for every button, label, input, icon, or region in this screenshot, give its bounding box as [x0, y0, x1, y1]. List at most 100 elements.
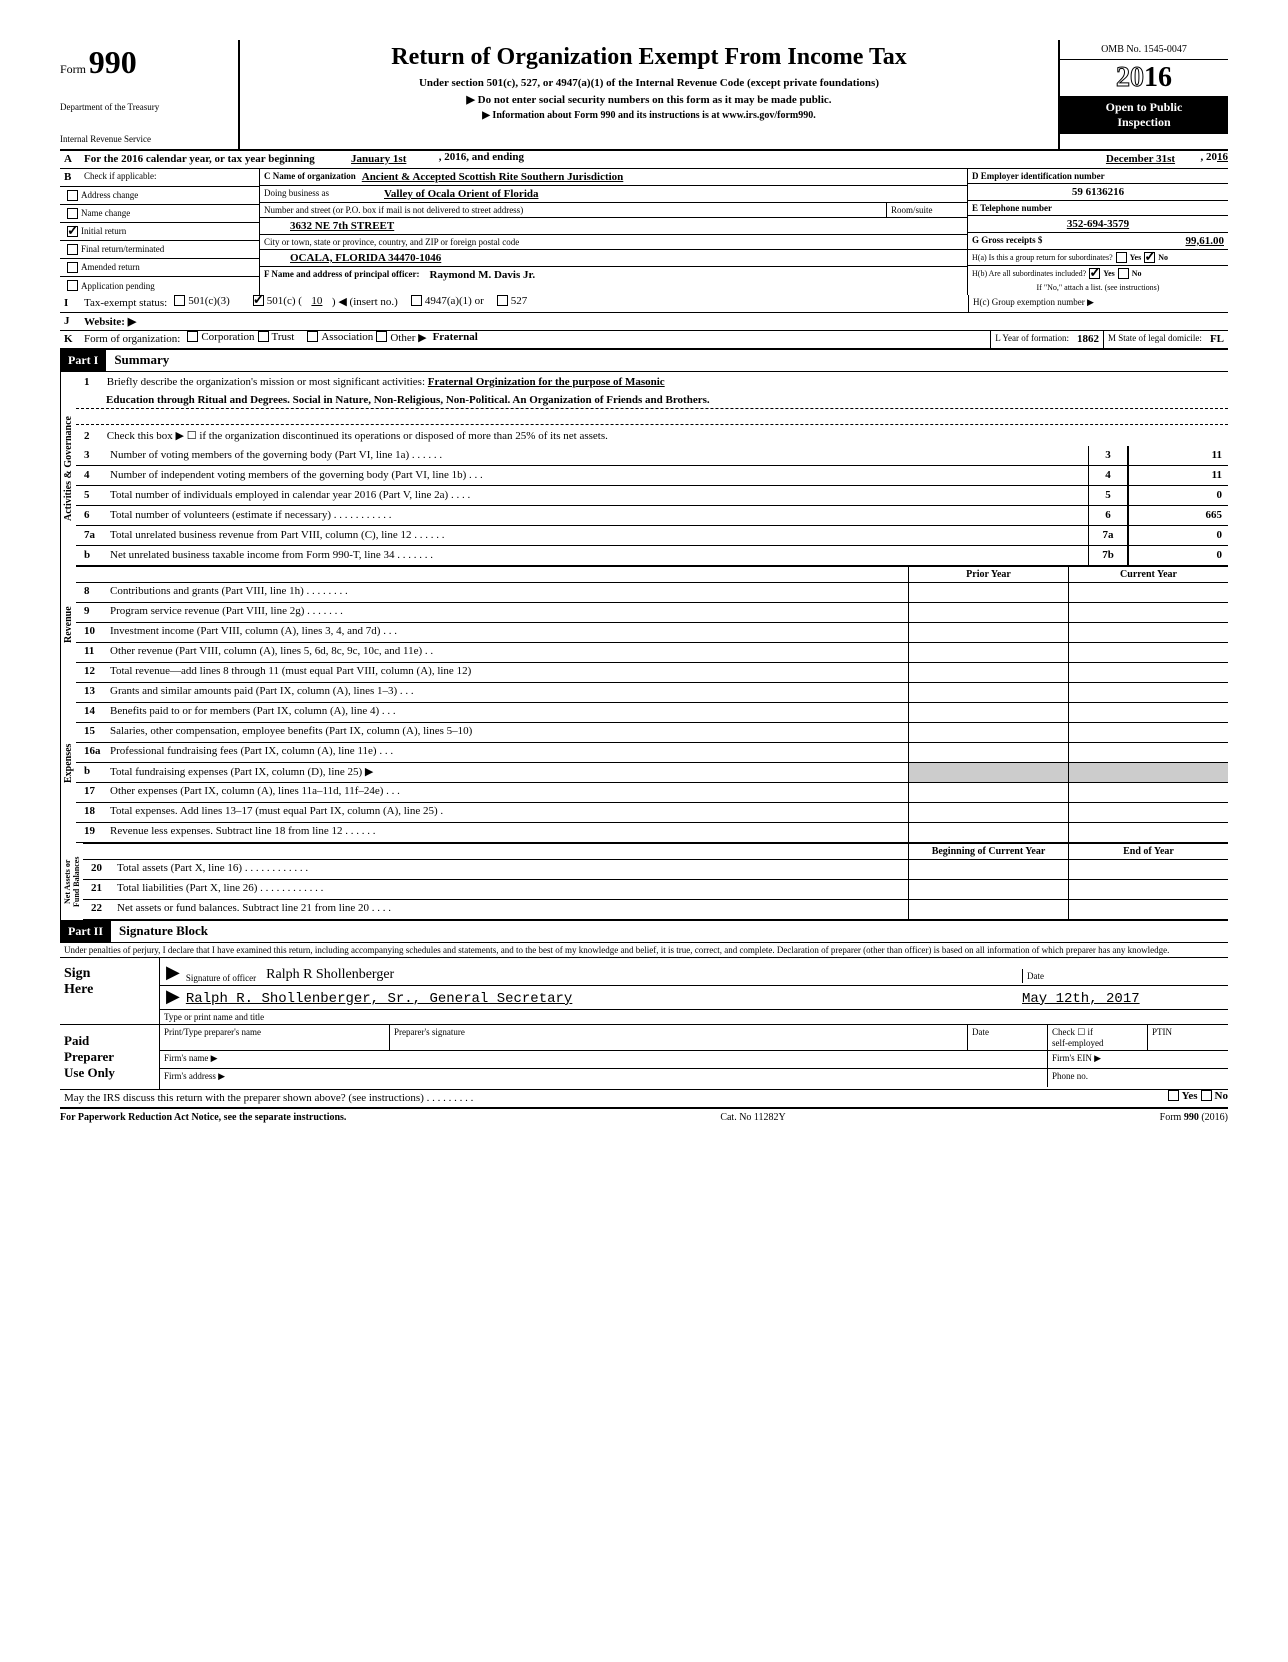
chk-initial-return[interactable] — [67, 226, 78, 237]
l22-c1[interactable] — [908, 900, 1068, 919]
l16a-c1[interactable] — [908, 743, 1068, 762]
l14-c1[interactable] — [908, 703, 1068, 722]
ein-value[interactable]: 59 6136216 — [968, 184, 1228, 201]
chk-address-change[interactable] — [67, 190, 78, 201]
declaration-text: Under penalties of perjury, I declare th… — [60, 943, 1228, 958]
l5-val[interactable]: 0 — [1128, 486, 1228, 505]
l8-c1[interactable] — [908, 583, 1068, 602]
l5-num: 5 — [76, 489, 106, 501]
opt-501c-num[interactable]: 10 — [302, 295, 332, 312]
l17-c1[interactable] — [908, 783, 1068, 802]
chk-501c[interactable] — [253, 295, 264, 306]
officer-name-typed[interactable]: Ralph R. Shollenberger, Sr., General Sec… — [186, 991, 572, 1007]
officer-name[interactable]: Raymond M. Davis Jr. — [430, 269, 536, 281]
l17-c2[interactable] — [1068, 783, 1228, 802]
l4-val[interactable]: 11 — [1128, 466, 1228, 485]
l19-c1[interactable] — [908, 823, 1068, 842]
line-i-text: Tax-exempt status: — [80, 295, 171, 312]
l20-c1[interactable] — [908, 860, 1068, 879]
l12-num: 12 — [76, 663, 106, 682]
l11-c2[interactable] — [1068, 643, 1228, 662]
part-ii-title: Signature Block — [111, 923, 208, 939]
prep-sig-label: Preparer's signature — [390, 1025, 968, 1050]
year-formation[interactable]: 1862 — [1073, 331, 1103, 348]
l13-c2[interactable] — [1068, 683, 1228, 702]
chk-corp[interactable] — [187, 331, 198, 342]
arrow-icon-2: ▶ — [166, 986, 180, 1007]
org-name[interactable]: Ancient & Accepted Scottish Rite Souther… — [362, 171, 624, 183]
l15-c2[interactable] — [1068, 723, 1228, 742]
l10-c2[interactable] — [1068, 623, 1228, 642]
opt-address-change: Address change — [81, 190, 138, 200]
l21-c2[interactable] — [1068, 880, 1228, 899]
phone-value[interactable]: 352-694-3579 — [968, 216, 1228, 233]
opt-name-change: Name change — [81, 208, 130, 218]
chk-name-change[interactable] — [67, 208, 78, 219]
chk-4947[interactable] — [411, 295, 422, 306]
l9-c1[interactable] — [908, 603, 1068, 622]
tax-year-end[interactable]: December 31st — [1081, 151, 1201, 168]
l18-c2[interactable] — [1068, 803, 1228, 822]
l14-c2[interactable] — [1068, 703, 1228, 722]
city-value[interactable]: OCALA, FLORIDA 34470-1046 — [260, 250, 967, 267]
chk-ha-yes[interactable] — [1116, 252, 1127, 263]
subtitle-1: Under section 501(c), 527, or 4947(a)(1)… — [254, 77, 1044, 89]
l3-val[interactable]: 11 — [1128, 446, 1228, 465]
l12-c2[interactable] — [1068, 663, 1228, 682]
l7a-val[interactable]: 0 — [1128, 526, 1228, 545]
tax-year-begin[interactable]: January 1st — [319, 151, 439, 168]
line-e-label: E Telephone number — [968, 201, 1228, 216]
open-public-1: Open to Public — [1064, 100, 1224, 115]
l7b-val[interactable]: 0 — [1128, 546, 1228, 565]
l19-c2[interactable] — [1068, 823, 1228, 842]
l16a-c2[interactable] — [1068, 743, 1228, 762]
l15-c1[interactable] — [908, 723, 1068, 742]
line-i-label: I — [60, 295, 80, 312]
l4-num: 4 — [76, 469, 106, 481]
chk-527[interactable] — [497, 295, 508, 306]
street-address[interactable]: 3632 NE 7th STREET — [260, 218, 967, 235]
form-number: 990 — [89, 44, 137, 80]
chk-amended-return[interactable] — [67, 262, 78, 273]
chk-hb-no[interactable] — [1118, 268, 1129, 279]
l20-c2[interactable] — [1068, 860, 1228, 879]
other-value[interactable]: Fraternal — [433, 331, 478, 348]
l17-txt: Other expenses (Part IX, column (A), lin… — [106, 783, 908, 802]
opt-amended-return: Amended return — [81, 262, 140, 272]
l16b-c1 — [908, 763, 1068, 782]
line-hb-label: H(b) Are all subordinates included? — [972, 269, 1086, 278]
l1-val2[interactable]: Education through Ritual and Degrees. So… — [76, 392, 1228, 409]
l9-c2[interactable] — [1068, 603, 1228, 622]
chk-discuss-no[interactable] — [1201, 1090, 1212, 1101]
firm-ein-label: Firm's EIN ▶ — [1048, 1051, 1228, 1068]
line-a-mid: , 2016, and ending — [439, 151, 524, 168]
l12-c1[interactable] — [908, 663, 1068, 682]
l13-c1[interactable] — [908, 683, 1068, 702]
chk-ha-no[interactable] — [1144, 252, 1155, 263]
l1-val1[interactable]: Fraternal Orginization for the purpose o… — [428, 376, 665, 388]
l10-c1[interactable] — [908, 623, 1068, 642]
l21-c1[interactable] — [908, 880, 1068, 899]
footer-left: For Paperwork Reduction Act Notice, see … — [60, 1112, 346, 1123]
year-suffix[interactable]: 16 — [1217, 151, 1228, 168]
chk-assoc[interactable] — [307, 331, 318, 342]
prep-ptin-label: PTIN — [1148, 1025, 1228, 1050]
chk-other[interactable] — [376, 331, 387, 342]
sign-date[interactable]: May 12th, 2017 — [1022, 991, 1222, 1007]
chk-final-return[interactable] — [67, 244, 78, 255]
dba-value[interactable]: Valley of Ocala Orient of Florida — [384, 188, 539, 200]
chk-application-pending[interactable] — [67, 280, 78, 291]
gross-receipts[interactable]: 99,61.00 — [1186, 235, 1225, 247]
state-domicile[interactable]: FL — [1206, 331, 1228, 348]
l18-c1[interactable] — [908, 803, 1068, 822]
l6-val[interactable]: 665 — [1128, 506, 1228, 525]
l11-c1[interactable] — [908, 643, 1068, 662]
chk-trust[interactable] — [258, 331, 269, 342]
chk-hb-yes[interactable] — [1089, 268, 1100, 279]
officer-signature[interactable]: Ralph R Shollenberger — [266, 967, 1022, 983]
chk-501c3[interactable] — [174, 295, 185, 306]
l9-txt: Program service revenue (Part VIII, line… — [106, 603, 908, 622]
chk-discuss-yes[interactable] — [1168, 1090, 1179, 1101]
l22-c2[interactable] — [1068, 900, 1228, 919]
l8-c2[interactable] — [1068, 583, 1228, 602]
